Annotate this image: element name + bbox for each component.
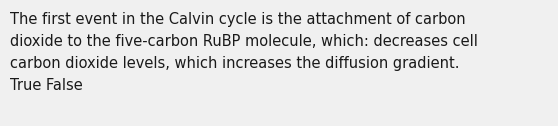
Text: carbon dioxide levels, which increases the diffusion gradient.: carbon dioxide levels, which increases t… [10,56,459,71]
Text: dioxide to the five-carbon RuBP molecule, which: decreases cell: dioxide to the five-carbon RuBP molecule… [10,34,478,49]
Text: True False: True False [10,78,83,93]
Text: The first event in the Calvin cycle is the attachment of carbon: The first event in the Calvin cycle is t… [10,12,465,27]
